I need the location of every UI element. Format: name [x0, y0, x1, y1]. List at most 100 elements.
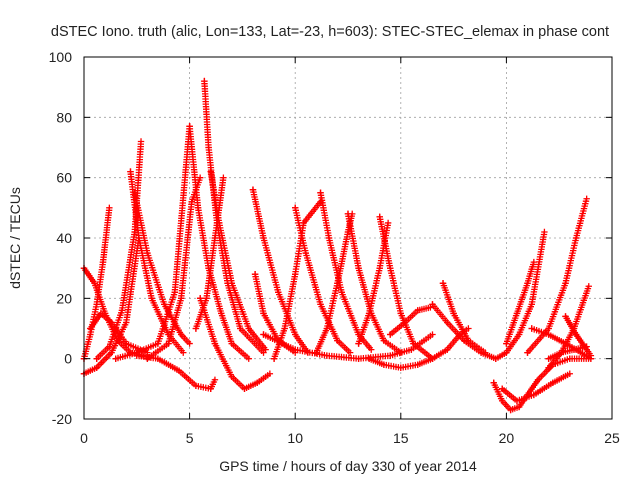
data-point	[228, 340, 236, 347]
data-point	[205, 144, 212, 151]
data-point	[429, 331, 436, 338]
series-pass-15	[192, 174, 227, 332]
data-point	[266, 370, 274, 377]
series-pass-39	[545, 343, 590, 362]
data-point	[355, 340, 362, 347]
data-point	[585, 283, 592, 290]
y-axis-label: dSTEC / TECUs	[7, 187, 23, 289]
series-pass-26	[365, 355, 436, 371]
data-point	[545, 325, 552, 332]
data-point	[498, 385, 506, 393]
data-point	[503, 340, 510, 347]
data-point	[123, 340, 130, 347]
series-markers	[490, 355, 592, 414]
data-point	[131, 189, 138, 196]
data-point	[429, 301, 436, 308]
data-point	[228, 280, 236, 287]
data-point	[323, 352, 331, 359]
data-point	[545, 331, 552, 338]
data-point	[260, 234, 267, 242]
x-tick-label: 25	[604, 430, 620, 446]
data-point	[570, 346, 578, 353]
data-point	[444, 346, 451, 353]
data-point	[292, 204, 299, 212]
data-point	[515, 403, 523, 411]
series-pass-25	[260, 331, 436, 362]
data-point	[562, 313, 569, 320]
data-point	[93, 364, 100, 371]
data-point	[133, 352, 140, 359]
data-point	[196, 295, 204, 302]
data-point	[414, 307, 421, 314]
data-point	[241, 385, 248, 393]
data-point	[376, 264, 383, 272]
data-point	[165, 340, 172, 347]
data-point	[545, 355, 552, 362]
series-markers	[80, 207, 113, 362]
x-tick-label: 15	[393, 430, 409, 446]
data-point	[106, 204, 113, 212]
series-pass-23	[355, 219, 392, 347]
data-point	[108, 349, 115, 356]
tick-labels: 0 5 10 15 20 25 -20 0 20 40 60 80 100	[49, 49, 620, 446]
data-point	[99, 258, 107, 266]
data-point	[211, 234, 219, 242]
data-point	[262, 346, 269, 353]
data-point	[583, 195, 590, 202]
chart-title: dSTEC Iono. truth (alic, Lon=133, Lat=-2…	[51, 24, 609, 40]
series-pass-07	[131, 189, 193, 347]
data-point	[587, 352, 595, 359]
series-markers	[439, 280, 487, 355]
y-tick-label: 0	[64, 351, 72, 367]
data-point	[131, 228, 138, 236]
y-tick-label: 40	[56, 230, 72, 246]
data-point	[218, 310, 225, 317]
data-point	[154, 340, 162, 347]
data-point	[397, 310, 404, 317]
data-point	[87, 325, 94, 332]
data-point	[583, 343, 590, 350]
axis-ticks	[83, 56, 613, 420]
data-point	[490, 379, 497, 386]
data-point	[528, 325, 535, 332]
data-point	[387, 352, 394, 359]
series-markers	[249, 186, 310, 354]
data-point	[87, 331, 94, 338]
data-point	[528, 301, 535, 308]
data-point	[507, 406, 514, 414]
data-point	[317, 189, 324, 196]
data-point	[513, 310, 521, 317]
data-point	[549, 379, 557, 386]
data-point	[572, 331, 580, 338]
data-point	[566, 355, 573, 362]
data-point	[368, 346, 375, 353]
x-tick-label: 10	[287, 430, 303, 446]
data-point	[186, 123, 193, 130]
data-point	[123, 319, 130, 326]
data-point	[228, 373, 236, 380]
data-point	[465, 325, 472, 332]
data-point	[317, 301, 324, 308]
data-point	[144, 249, 151, 257]
data-point	[376, 213, 383, 221]
plot-frame	[83, 56, 613, 420]
data-point	[127, 168, 134, 175]
data-point	[444, 319, 451, 326]
data-point	[207, 168, 214, 175]
data-point	[566, 370, 573, 377]
data-point	[91, 280, 98, 287]
data-point	[503, 349, 510, 356]
data-point	[192, 325, 200, 332]
data-point	[482, 349, 489, 356]
series-pass-31	[492, 228, 548, 362]
data-point	[380, 337, 388, 344]
data-point	[397, 364, 404, 371]
data-point	[251, 271, 259, 278]
data-point	[245, 355, 252, 362]
data-point	[515, 331, 523, 338]
data-point	[334, 337, 341, 344]
data-point	[201, 77, 208, 85]
data-point	[194, 204, 202, 212]
series-pass-19	[292, 204, 354, 356]
data-point	[237, 325, 244, 332]
